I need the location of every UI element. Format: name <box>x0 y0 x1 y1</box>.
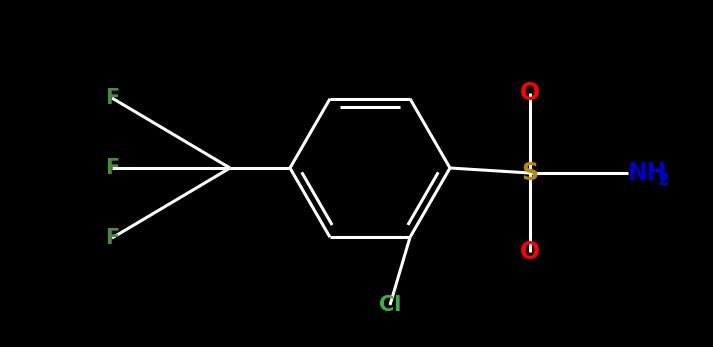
Text: F: F <box>105 228 119 248</box>
Text: F: F <box>105 158 119 178</box>
Text: O: O <box>520 240 540 264</box>
Text: O: O <box>520 81 540 105</box>
Text: F: F <box>105 88 119 108</box>
Text: 2: 2 <box>658 171 670 189</box>
Text: NH: NH <box>628 161 667 185</box>
Text: S: S <box>521 161 538 185</box>
Text: Cl: Cl <box>379 295 401 315</box>
